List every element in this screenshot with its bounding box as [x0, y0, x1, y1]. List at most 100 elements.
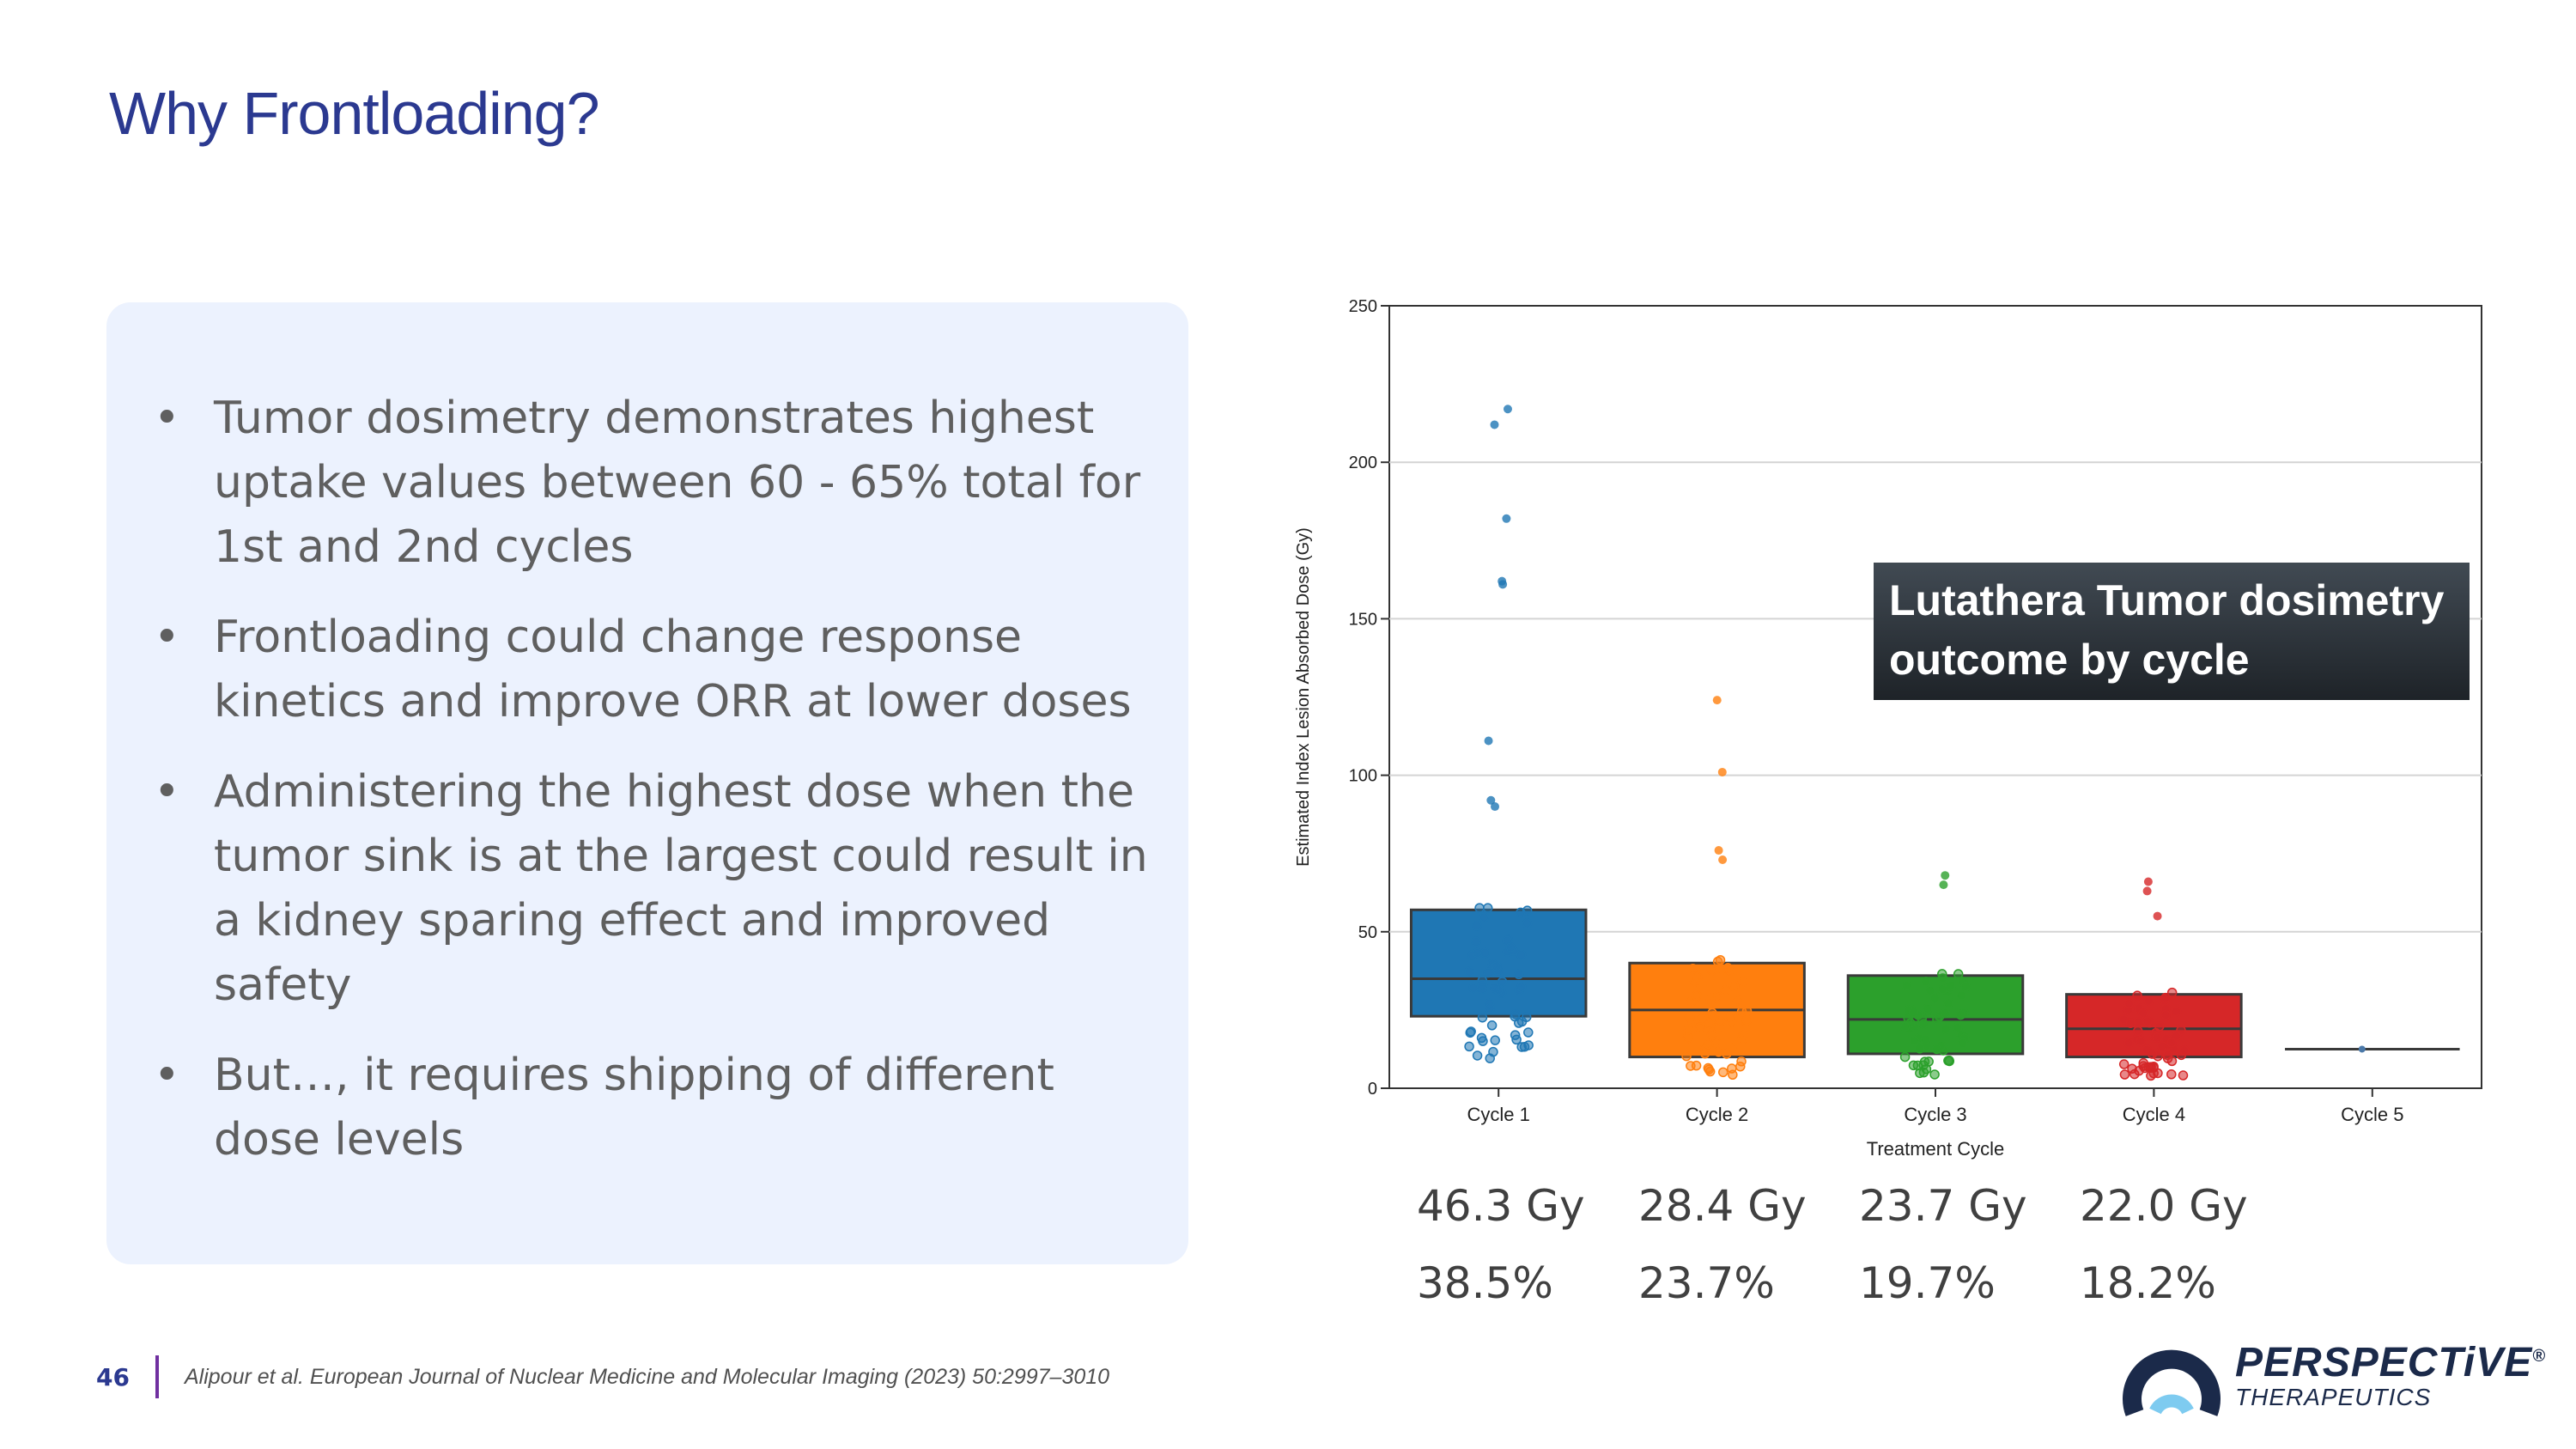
data-point	[1918, 1019, 1929, 1029]
dose-cycle-4: 22.0 Gy	[2080, 1181, 2248, 1231]
data-point	[1465, 1027, 1475, 1038]
outlier-point	[2143, 877, 2153, 886]
box-cycle-4	[2065, 993, 2243, 1059]
y-axis-label: Estimated Index Lesion Absorbed Dose (Gy…	[1294, 527, 1313, 867]
data-point	[1728, 981, 1740, 992]
data-point	[2118, 1059, 2129, 1069]
data-point	[1474, 903, 1485, 913]
data-point	[2358, 1045, 2366, 1053]
data-point	[1929, 1069, 1940, 1080]
data-point	[1490, 983, 1500, 994]
data-point	[1715, 1016, 1726, 1026]
data-point	[1923, 1003, 1933, 1014]
data-point	[2160, 992, 2171, 1003]
logo-wordmark: PERSPECTiVE®	[2235, 1340, 2546, 1385]
data-point	[1908, 1007, 1919, 1018]
outlier-point	[1486, 795, 1496, 805]
data-point	[1476, 1032, 1487, 1044]
data-point	[1901, 980, 1912, 991]
data-point	[1732, 995, 1742, 1006]
y-tick-label: 250	[1349, 297, 1377, 316]
percent-cycle-3: 19.7%	[1859, 1258, 1996, 1308]
data-point	[1477, 979, 1488, 990]
data-point	[1490, 1035, 1500, 1045]
data-point	[2171, 1006, 2182, 1017]
data-point	[1718, 1067, 1728, 1078]
data-point	[1472, 1050, 1483, 1061]
data-point	[1477, 1012, 1488, 1023]
data-point	[1514, 969, 1524, 980]
data-point	[1736, 1056, 1747, 1067]
data-point	[1704, 1018, 1715, 1029]
box-plot-svg: 0 50 100 150 200 250 Estimated Index Lesion Ab…	[1294, 297, 2482, 1160]
data-point	[1522, 918, 1533, 928]
percent-summary-row: 38.5% 23.7% 19.7% 18.2%	[1417, 1258, 2361, 1318]
data-point	[1953, 969, 1964, 979]
data-point	[1485, 1053, 1495, 1063]
outlier-point	[1490, 420, 1499, 429]
data-point	[2142, 1016, 2153, 1026]
data-point	[1486, 1020, 1498, 1031]
data-point	[1725, 965, 1736, 976]
data-point	[1482, 903, 1493, 913]
data-point	[1511, 1034, 1522, 1045]
data-point	[1479, 947, 1491, 959]
footer-divider	[155, 1355, 159, 1398]
percent-cycle-2: 23.7%	[1638, 1258, 1775, 1308]
data-point	[2160, 1009, 2171, 1020]
data-point	[1699, 1048, 1710, 1059]
data-point	[1468, 983, 1479, 994]
data-point	[2166, 1068, 2177, 1080]
outlier-point	[1502, 514, 1511, 523]
outlier-point	[2142, 886, 2152, 896]
data-point	[1479, 912, 1490, 922]
data-point	[1720, 985, 1731, 995]
data-point	[1687, 964, 1698, 974]
data-point	[1716, 964, 1727, 975]
data-point	[1932, 1014, 1942, 1025]
y-tick-label: 50	[1358, 923, 1377, 942]
data-point	[1464, 1041, 1474, 1052]
data-point	[2129, 1068, 2140, 1080]
data-point	[1929, 993, 1941, 1003]
data-point	[1727, 1063, 1737, 1074]
data-point	[2171, 1031, 2182, 1042]
outlier-point	[1498, 580, 1508, 589]
percent-cycle-1: 38.5%	[1417, 1258, 1553, 1308]
data-point	[2125, 1018, 2136, 1028]
data-point	[1492, 961, 1502, 971]
data-point	[1691, 1060, 1702, 1071]
data-point	[2166, 987, 2178, 998]
outlier-point	[1491, 802, 1500, 812]
data-point	[1513, 1018, 1524, 1028]
data-point	[1505, 942, 1516, 953]
data-point	[1931, 1044, 1942, 1055]
data-point	[1741, 1006, 1753, 1016]
data-point	[2123, 1038, 2134, 1049]
bullet-item: • Tumor dosimetry demonstrates highest up…	[154, 387, 1167, 580]
data-point	[1516, 907, 1526, 918]
bullet-text: But…, it requires shipping of different …	[214, 1050, 1054, 1166]
data-point	[1692, 989, 1702, 1001]
outlier-point	[1939, 880, 1948, 890]
data-point	[1708, 1011, 1719, 1021]
data-point	[1703, 1038, 1714, 1050]
bullet-dot: •	[154, 1050, 180, 1101]
data-point	[1724, 1011, 1735, 1022]
data-point	[1941, 1024, 1951, 1035]
bullet-panel: • Tumor dosimetry demonstrates highest up…	[106, 302, 1188, 1264]
outlier-point	[1714, 846, 1723, 855]
data-point	[2154, 1021, 2165, 1032]
perspective-logo-icon	[2123, 1349, 2221, 1416]
bullet-list: • Tumor dosimetry demonstrates highest up…	[154, 387, 1167, 1198]
outlier-point	[1717, 767, 1727, 776]
data-point	[1692, 971, 1703, 983]
data-point	[2156, 1041, 2167, 1051]
data-point	[2152, 1032, 2162, 1043]
data-point	[1924, 985, 1935, 996]
y-tick-label: 200	[1349, 454, 1377, 472]
company-logo: PERSPECTiVE® THERAPEUTICS	[2121, 1327, 2545, 1422]
data-point	[1921, 977, 1931, 987]
bullet-text: Frontloading could change response kinet…	[214, 612, 1132, 728]
data-point	[1681, 1050, 1692, 1062]
